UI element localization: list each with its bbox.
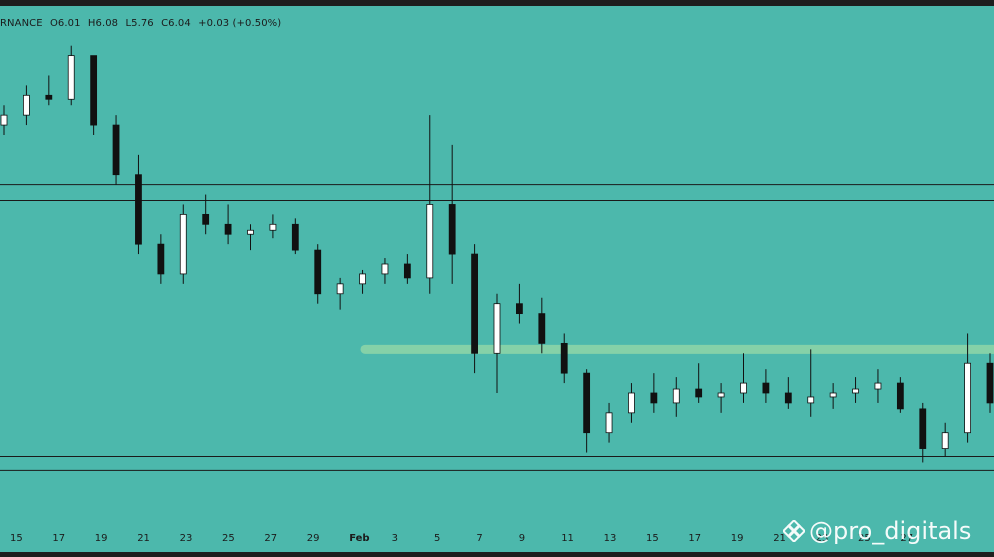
candle-body-15	[336, 283, 344, 295]
candle-body-18	[403, 263, 411, 279]
candle-body-42	[941, 432, 949, 449]
candle-body-11	[247, 229, 254, 235]
candle-body-3	[67, 55, 75, 100]
candle-body-0	[0, 114, 8, 126]
x-tick-label-21: 27	[900, 533, 913, 544]
watermark-text: @pro_digitals	[809, 517, 972, 545]
x-axis-strip	[0, 522, 994, 552]
candle-body-26	[583, 372, 591, 434]
candle-body-35	[784, 392, 792, 404]
candle-body-27	[605, 412, 613, 434]
candle-body-37	[829, 392, 837, 398]
candle-body-44	[986, 362, 994, 404]
change-value: +0.03 (+0.50%)	[198, 18, 282, 29]
candle-body-24	[538, 313, 546, 344]
candle-body-28	[628, 392, 635, 414]
candle-body-38	[852, 388, 859, 394]
open-value: O6.01	[49, 18, 81, 29]
candle-body-12	[269, 223, 277, 231]
chart-plot-area[interactable]: RNANCE O6.01 H6.08 L5.76 C6.04 +0.03 (+0…	[0, 6, 994, 552]
candle-body-41	[919, 408, 927, 449]
x-tick-label-19: 23	[816, 533, 829, 544]
x-tick-label-3: 21	[137, 533, 150, 544]
candle-body-9	[202, 213, 210, 225]
x-tick-label-7: 29	[307, 533, 320, 544]
x-tick-label-0: 15	[10, 533, 23, 544]
candle-body-39	[874, 382, 882, 390]
low-value: L5.76	[125, 18, 154, 29]
candle-body-4	[90, 55, 98, 126]
x-tick-label-6: 27	[264, 533, 277, 544]
symbol-label: RNANCE	[0, 18, 43, 29]
x-tick-label-14: 13	[604, 533, 617, 544]
candle-body-34	[762, 382, 770, 394]
candle-body-43	[964, 362, 971, 434]
candle-body-29	[650, 392, 658, 404]
x-tick-label-12: 9	[519, 533, 525, 544]
candle-body-32	[717, 392, 725, 398]
candle-body-20	[448, 204, 456, 255]
close-value: C6.04	[161, 18, 191, 29]
x-tick-label-9: 3	[392, 533, 398, 544]
candle-body-7	[157, 243, 165, 275]
high-value: H6.08	[87, 18, 119, 29]
x-tick-label-16: 17	[688, 533, 701, 544]
x-tick-label-1: 17	[52, 533, 65, 544]
candle-body-21	[471, 253, 478, 354]
x-tick-label-20: 25	[858, 533, 871, 544]
ohlc-header: RNANCE O6.01 H6.08 L5.76 C6.04 +0.03 (+0…	[0, 18, 285, 29]
candle-body-10	[224, 223, 232, 235]
candle-body-16	[359, 273, 366, 285]
x-tick-label-15: 15	[646, 533, 659, 544]
candle-body-17	[381, 263, 389, 275]
x-tick-label-10: 5	[434, 533, 440, 544]
x-tick-label-5: 25	[222, 533, 235, 544]
candle-body-14	[314, 249, 322, 295]
candle-body-25	[560, 342, 568, 374]
x-tick-label-11: 7	[476, 533, 482, 544]
x-tick-label-18: 21	[773, 533, 786, 544]
candle-body-6	[135, 174, 142, 245]
x-tick-label-2: 19	[95, 533, 108, 544]
candle-body-36	[807, 396, 815, 404]
diamond-logo-icon	[783, 520, 805, 542]
candle-body-40	[896, 382, 904, 410]
watermark: @pro_digitals	[783, 517, 971, 545]
candle-body-31	[695, 388, 703, 398]
candle-body-33	[740, 382, 747, 394]
candle-body-23	[516, 303, 523, 315]
x-tick-label-4: 23	[180, 533, 193, 544]
candle-body-30	[672, 388, 680, 404]
candle-body-1	[23, 94, 30, 116]
x-tick-label-17: 19	[731, 533, 744, 544]
candle-body-2	[45, 94, 53, 100]
x-tick-label-13: 11	[561, 533, 574, 544]
candle-body-13	[291, 223, 299, 251]
candle-body-19	[426, 204, 434, 279]
candle-body-22	[493, 303, 501, 354]
x-tick-label-8: Feb	[349, 533, 369, 544]
candle-body-8	[179, 213, 187, 275]
candle-body-5	[112, 124, 120, 176]
